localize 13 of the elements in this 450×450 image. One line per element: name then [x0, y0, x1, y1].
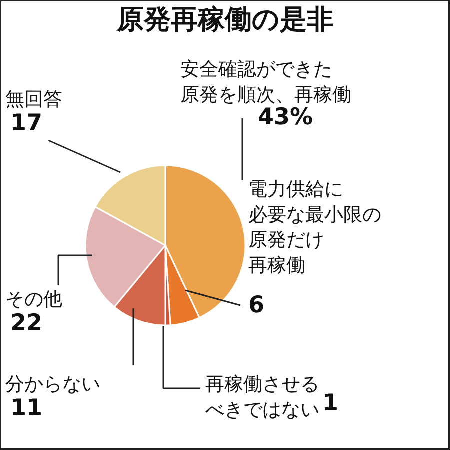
slice-label: 分からない [6, 374, 100, 396]
data-label: 11 [10, 396, 43, 422]
slice-label: 安全確認ができた原発を順次、再稼働 [180, 58, 352, 106]
data-label: 17 [10, 110, 43, 136]
data-label: 43% [258, 104, 314, 130]
chart-title: 原発再稼働の是非 [116, 4, 334, 36]
slice-label: 再稼働させるべきではない [206, 374, 320, 421]
data-label: 1 [322, 390, 339, 416]
slice-label: その他 [6, 288, 62, 310]
slice-label: 無回答 [6, 88, 62, 110]
slice-label: 電力供給に必要な最小限の原発だけ再稼働 [248, 178, 382, 276]
data-label: 22 [10, 310, 43, 336]
data-label: 6 [248, 292, 265, 318]
